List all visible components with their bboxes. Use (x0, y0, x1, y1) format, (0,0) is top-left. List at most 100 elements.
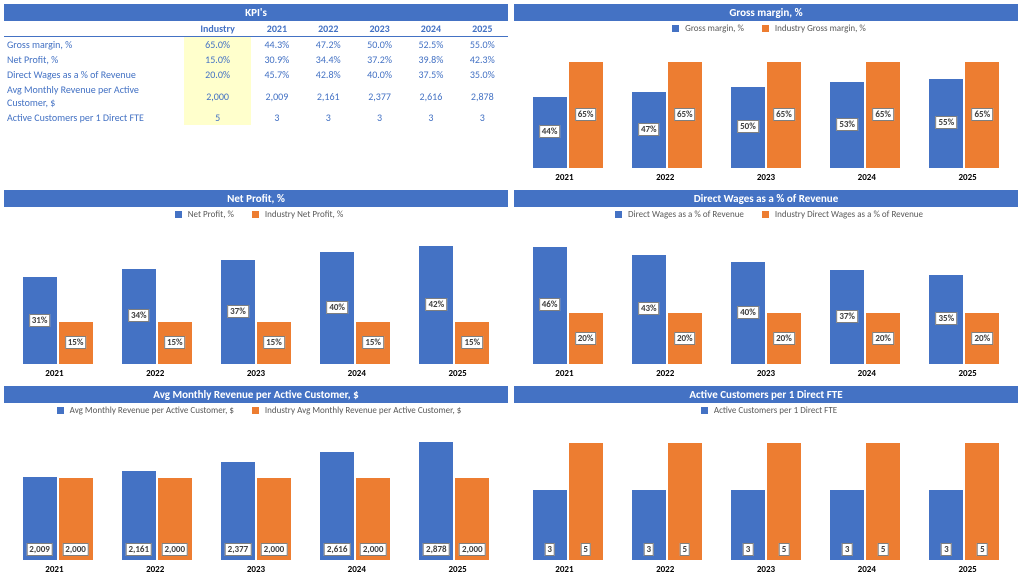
bar-series-2: 65% (569, 62, 603, 168)
kpi-col-2021: 2021 (251, 21, 302, 37)
bar-group: 47% 65% (632, 62, 702, 168)
bar-group: 34% 15% (122, 269, 192, 364)
bar-series-1: 2,616 (320, 452, 354, 560)
kpi-value: 3 (457, 110, 508, 125)
kpi-value: 40.0% (354, 67, 405, 82)
x-tick: 2024 (348, 368, 366, 379)
bar-series-2: 2,000 (257, 478, 291, 560)
x-tick: 2023 (247, 368, 265, 379)
kpi-value: 3 (251, 110, 302, 125)
kpi-table: Industry 2021 2022 2023 2024 2025 Gross … (4, 21, 508, 125)
bar-label: 34% (128, 309, 150, 322)
bar-series-1: 2,009 (23, 477, 57, 560)
kpi-row-label: Net Profit, % (4, 52, 184, 67)
bar-series-2: 65% (668, 62, 702, 168)
bar-group: 40%15% (320, 252, 390, 364)
bar-series-1: 37% (830, 270, 864, 364)
bar-series-2: 20% (569, 313, 603, 364)
chart-plot: 2,0092,0002,1612,0002,3772,0002,6162,000… (4, 420, 508, 560)
kpi-value: 2,616 (405, 82, 456, 110)
legend-item: Gross margin, % (666, 23, 744, 34)
chart-title: Direct Wages as a % of Revenue (514, 190, 1018, 207)
bar-label: 65% (773, 108, 795, 121)
legend-item: Industry Avg Monthly Revenue per Active … (246, 405, 461, 416)
bar-label: 5 (977, 543, 988, 556)
kpi-value: 45.7% (251, 67, 302, 82)
kpi-industry-value: 65.0% (184, 37, 251, 53)
bar-group: 37%15% (221, 260, 291, 364)
bar-series-1: 37% (221, 260, 255, 364)
bar-series-1: 3 (632, 490, 666, 560)
bar-label: 42% (426, 298, 448, 311)
kpi-row: Active Customers per 1 Direct FTE533333 (4, 110, 508, 125)
kpi-value: 52.5% (405, 37, 456, 53)
kpi-row-label: Direct Wages as a % of Revenue (4, 67, 184, 82)
bar-label: 20% (773, 332, 795, 345)
bar-label: 44% (539, 125, 561, 138)
x-tick: 2021 (45, 564, 63, 575)
bar-series-1: 35% (929, 275, 963, 364)
legend-item: Industry Direct Wages as a % of Revenue (756, 209, 923, 220)
bar-series-2: 5 (569, 443, 603, 560)
bar-series-1: 55% (929, 79, 963, 168)
bar-series-1: 46% (533, 247, 567, 364)
bar-series-1: 40% (731, 262, 765, 364)
x-tick: 2023 (757, 564, 775, 575)
bar-label: 15% (164, 336, 186, 349)
x-axis: 20212022202320242025 (4, 364, 508, 379)
bar-series-1: 53% (830, 82, 864, 168)
bar-label: 47% (638, 123, 660, 136)
x-tick: 2024 (858, 368, 876, 379)
x-tick: 2025 (448, 368, 466, 379)
bar-group: 31%15% (23, 277, 93, 364)
bar-series-2: 5 (767, 443, 801, 560)
bar-series-2: 20% (965, 313, 999, 364)
bar-group: 35 (632, 443, 702, 560)
chart-net-profit: Net Profit, %Net Profit, %Industry Net P… (4, 190, 508, 380)
bar-label: 43% (638, 302, 660, 315)
kpi-value: 50.0% (354, 37, 405, 53)
x-tick: 2024 (348, 564, 366, 575)
bar-label: 2,000 (261, 543, 288, 556)
chart-avg-revenue: Avg Monthly Revenue per Active Customer,… (4, 386, 508, 576)
bar-label: 35% (936, 312, 958, 325)
legend-item: Net Profit, % (169, 209, 234, 220)
bar-label: 20% (575, 332, 597, 345)
bar-series-1: 50% (731, 87, 765, 168)
kpi-value: 37.2% (354, 52, 405, 67)
bar-series-2: 5 (866, 443, 900, 560)
bar-series-1: 2,377 (221, 462, 255, 560)
chart-title: Active Customers per 1 Direct FTE (514, 386, 1018, 403)
bar-label: 15% (65, 336, 87, 349)
x-axis: 20212022202320242025 (514, 560, 1018, 575)
kpi-value: 42.8% (303, 67, 354, 82)
bar-label: 2,000 (62, 543, 89, 556)
x-tick: 2025 (958, 564, 976, 575)
x-tick: 2025 (448, 564, 466, 575)
bar-series-1: 3 (830, 490, 864, 560)
kpi-row-label: Avg Monthly Revenue per Active Customer,… (4, 82, 184, 110)
bar-series-2: 2,000 (455, 478, 489, 560)
bar-series-1: 44% (533, 97, 567, 169)
bar-series-2: 20% (866, 313, 900, 364)
bar-series-2: 15% (356, 322, 390, 364)
chart-legend: Active Customers per 1 Direct FTE (514, 403, 1018, 420)
chart-active-customers: Active Customers per 1 Direct FTEActive … (514, 386, 1018, 576)
bar-group: 35 (533, 443, 603, 560)
bar-group: 53%65% (830, 62, 900, 168)
bar-group: 35% 20% (929, 275, 999, 364)
chart-direct-wages: Direct Wages as a % of RevenueDirect Wag… (514, 190, 1018, 380)
x-tick: 2022 (656, 564, 674, 575)
bar-series-2: 15% (257, 322, 291, 364)
bar-group: 42%15% (419, 246, 489, 364)
bar-label: 55% (936, 116, 958, 129)
x-tick: 2023 (757, 172, 775, 183)
kpi-col-2023: 2023 (354, 21, 405, 37)
kpi-industry-value: 15.0% (184, 52, 251, 67)
kpi-value: 55.0% (457, 37, 508, 53)
bar-group: 46% 20% (533, 247, 603, 364)
bar-group: 43%20% (632, 255, 702, 364)
kpi-title: KPI's (4, 4, 508, 21)
chart-plot: 44%65%47%65%50%65%53%65%55%65% (514, 38, 1018, 168)
kpi-value: 3 (354, 110, 405, 125)
